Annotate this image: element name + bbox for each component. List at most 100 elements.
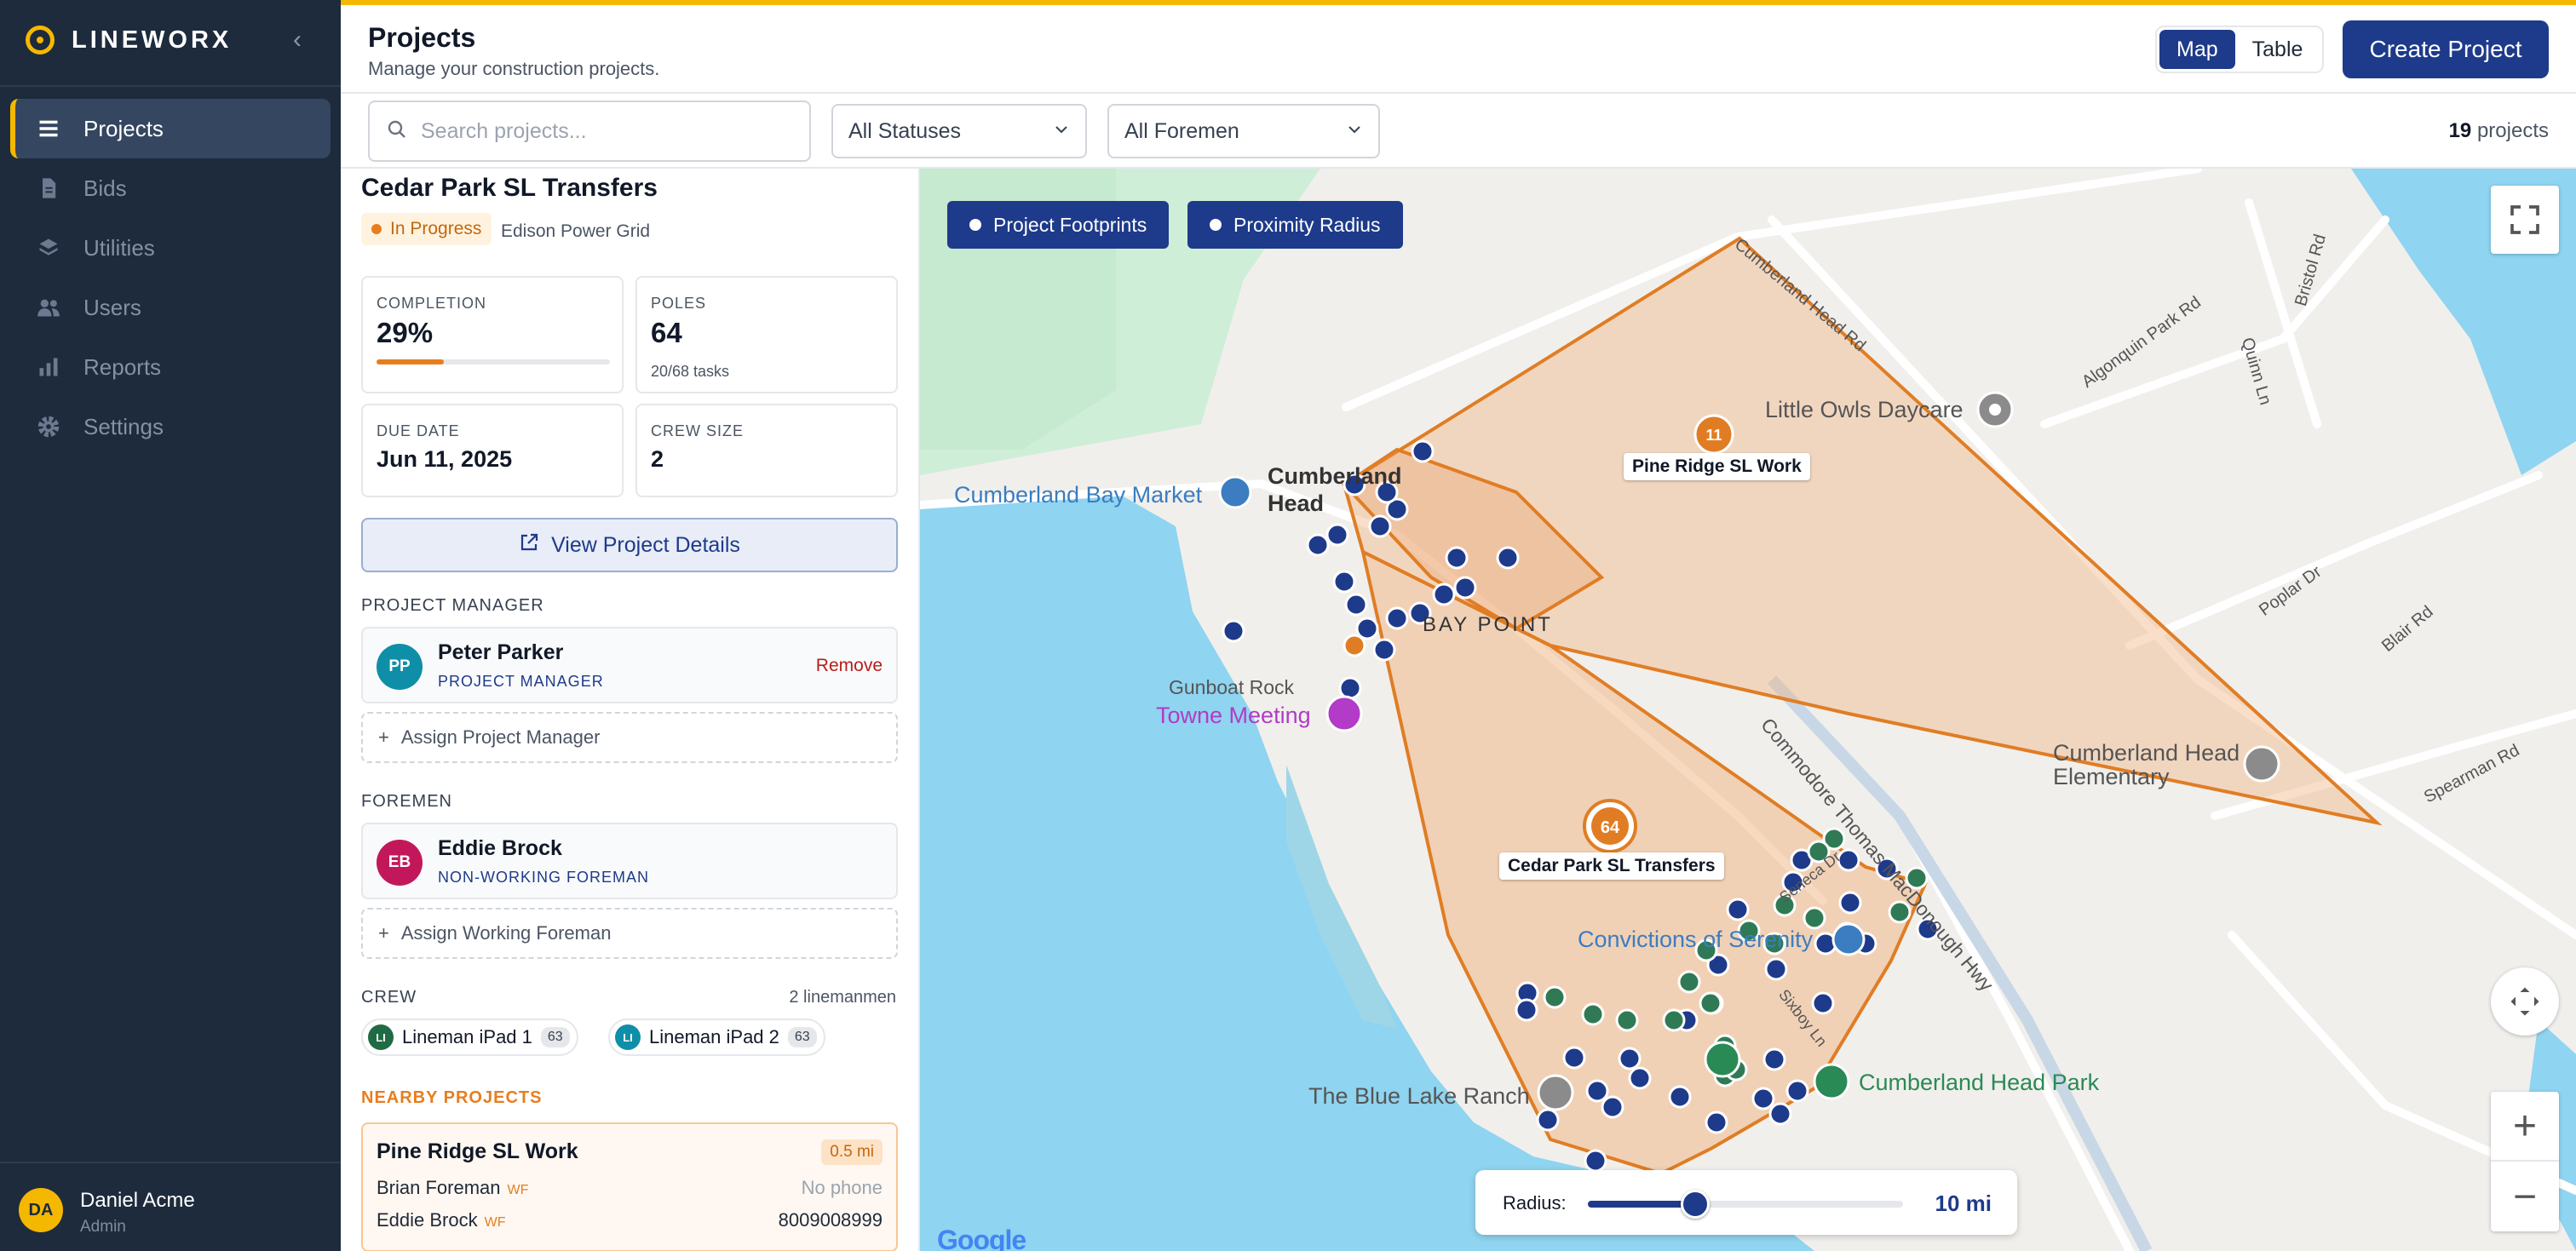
crew-member-count: 63 <box>787 1027 817 1047</box>
poles-value: 64 <box>651 317 682 348</box>
completion-value: 29% <box>377 317 434 348</box>
place-label: Cumberland Head Elementary <box>2053 740 2240 789</box>
sidebar-item-users[interactable]: Users <box>10 278 331 337</box>
chevron-down-icon <box>1346 119 1363 144</box>
project-map[interactable]: 64 11 Cumberland Bay Market Cumberland H… <box>920 169 2576 1251</box>
external-link-icon <box>519 532 539 559</box>
proximity-radius-toggle[interactable]: Proximity Radius <box>1187 201 1403 249</box>
crew-chip[interactable]: LI Lineman iPad 2 63 <box>608 1019 825 1056</box>
search-icon <box>387 119 407 144</box>
page-header: Projects Manage your construction projec… <box>341 0 2576 94</box>
zoom-out-icon[interactable]: − <box>2512 1174 2538 1219</box>
plus-icon: + <box>378 726 389 748</box>
attribution-text: Google <box>937 1225 1026 1251</box>
sidebar-item-reports[interactable]: Reports <box>10 337 331 397</box>
project-title: Cedar Park SL Transfers <box>361 174 658 202</box>
radius-value: 10 mi <box>1935 1191 1992 1216</box>
foreman-select[interactable]: All Foremen <box>1107 104 1380 158</box>
user-profile[interactable]: DA Daniel Acme Admin <box>0 1162 341 1251</box>
crew-chip[interactable]: LI Lineman iPad 1 63 <box>361 1019 578 1056</box>
sidebar-item-label: Reports <box>83 353 162 380</box>
search-box[interactable] <box>368 100 811 162</box>
table-view-button[interactable]: Table <box>2251 37 2303 61</box>
progress-fill <box>377 359 445 364</box>
due-date-value: Jun 11, 2025 <box>377 446 513 472</box>
brand[interactable]: LINEWORX <box>26 26 232 55</box>
place-label: Convictions of Serenity <box>1578 927 1814 952</box>
due-date-card: DUE DATE Jun 11, 2025 <box>361 404 624 497</box>
brand-logo-icon <box>26 26 55 55</box>
project-count-value: 19 <box>2448 119 2472 142</box>
remove-manager-button[interactable]: Remove <box>815 656 883 675</box>
foreman-phone: No phone <box>801 1177 883 1198</box>
distance-badge: 0.5 mi <box>821 1139 883 1165</box>
layer-label: Project Footprints <box>993 213 1147 236</box>
foreman-tag: WF <box>484 1215 506 1230</box>
crew-member-name: Lineman iPad 2 <box>649 1026 779 1047</box>
sidebar-item-label: Settings <box>83 413 164 439</box>
sidebar-item-bids[interactable]: Bids <box>10 158 331 218</box>
crew-size-label: CREW SIZE <box>651 422 745 439</box>
search-input[interactable] <box>421 118 796 144</box>
manager-name: Peter Parker <box>438 640 564 664</box>
sidebar-item-projects[interactable]: Projects <box>10 99 331 158</box>
cluster-other-count: 11 <box>1705 427 1722 444</box>
crew-member-name: Lineman iPad 1 <box>402 1026 532 1047</box>
zoom-control: + − <box>2491 1092 2559 1231</box>
status-select[interactable]: All Statuses <box>831 104 1087 158</box>
bar-chart-icon <box>36 354 61 380</box>
sidebar-item-settings[interactable]: Settings <box>10 397 331 456</box>
filter-bar: All Statuses All Foremen 19 projects <box>341 94 2576 169</box>
view-toggle: Map Table <box>2155 26 2325 73</box>
tasks-count: 20/68 tasks <box>651 363 730 380</box>
poles-card: POLES 64 20/68 tasks <box>635 276 898 393</box>
place-label: Cumberland Head <box>1268 463 1402 516</box>
sidebar-nav: Projects Bids Utilities Users Reports Se… <box>10 99 331 456</box>
nearby-project-name: Pine Ridge SL Work <box>377 1139 578 1163</box>
zoom-in-icon[interactable]: + <box>2491 1092 2559 1162</box>
place-label: Towne Meeting <box>1156 703 1311 728</box>
brand-name: LINEWORX <box>72 26 233 54</box>
map-view-button[interactable]: Map <box>2159 30 2235 69</box>
foreman-role: NON-WORKING FOREMAN <box>438 869 649 886</box>
foreman-name: Eddie Brock <box>377 1209 478 1231</box>
avatar: EB <box>377 840 423 886</box>
avatar: LI <box>615 1024 641 1050</box>
radius-slider[interactable] <box>1588 1190 1903 1219</box>
project-count-suffix: projects <box>2476 119 2549 142</box>
nearby-foreman-row: Brian Foreman WF No phone <box>377 1177 883 1202</box>
assign-project-manager-button[interactable]: + Assign Project Manager <box>361 712 898 763</box>
crew-count: 2 linemanmen <box>789 988 896 1007</box>
status-text: In Progress <box>390 219 482 238</box>
page-title: Projects <box>368 22 476 53</box>
sidebar-item-label: Projects <box>83 115 164 141</box>
completion-label: COMPLETION <box>377 295 487 312</box>
users-icon <box>36 295 61 320</box>
slider-thumb[interactable] <box>1680 1190 1710 1219</box>
view-project-details-button[interactable]: View Project Details <box>361 518 898 572</box>
completion-progress-bar <box>377 359 610 364</box>
map-project-label[interactable]: Pine Ridge SL Work <box>1624 453 1810 480</box>
map-project-label[interactable]: Cedar Park SL Transfers <box>1499 852 1724 880</box>
view-details-label: View Project Details <box>551 532 740 557</box>
status-dot-icon <box>371 224 382 234</box>
foremen-heading: FOREMEN <box>361 792 452 811</box>
projects-icon <box>36 116 61 141</box>
sidebar-item-utilities[interactable]: Utilities <box>10 218 331 278</box>
layer-label: Proximity Radius <box>1233 213 1381 236</box>
project-footprints-toggle[interactable]: Project Footprints <box>947 201 1170 249</box>
create-project-button[interactable]: Create Project <box>2343 20 2549 78</box>
poles-label: POLES <box>651 295 707 312</box>
pan-control-icon[interactable] <box>2491 967 2559 1036</box>
sidebar-item-label: Bids <box>83 175 127 201</box>
sidebar-item-label: Utilities <box>83 234 155 261</box>
assign-working-foreman-button[interactable]: + Assign Working Foreman <box>361 908 898 959</box>
fullscreen-icon[interactable] <box>2491 186 2559 254</box>
layers-icon <box>36 235 61 261</box>
radius-label: Radius: <box>1503 1192 1567 1214</box>
page-subtitle: Manage your construction projects. <box>368 58 660 79</box>
nearby-foreman-row: Eddie Brock WF 8009008999 <box>377 1209 883 1235</box>
gear-icon <box>36 414 61 439</box>
chevron-left-icon[interactable]: ‹ <box>293 26 302 54</box>
nearby-project-card[interactable]: Pine Ridge SL Work 0.5 mi Brian Foreman W… <box>361 1122 898 1251</box>
